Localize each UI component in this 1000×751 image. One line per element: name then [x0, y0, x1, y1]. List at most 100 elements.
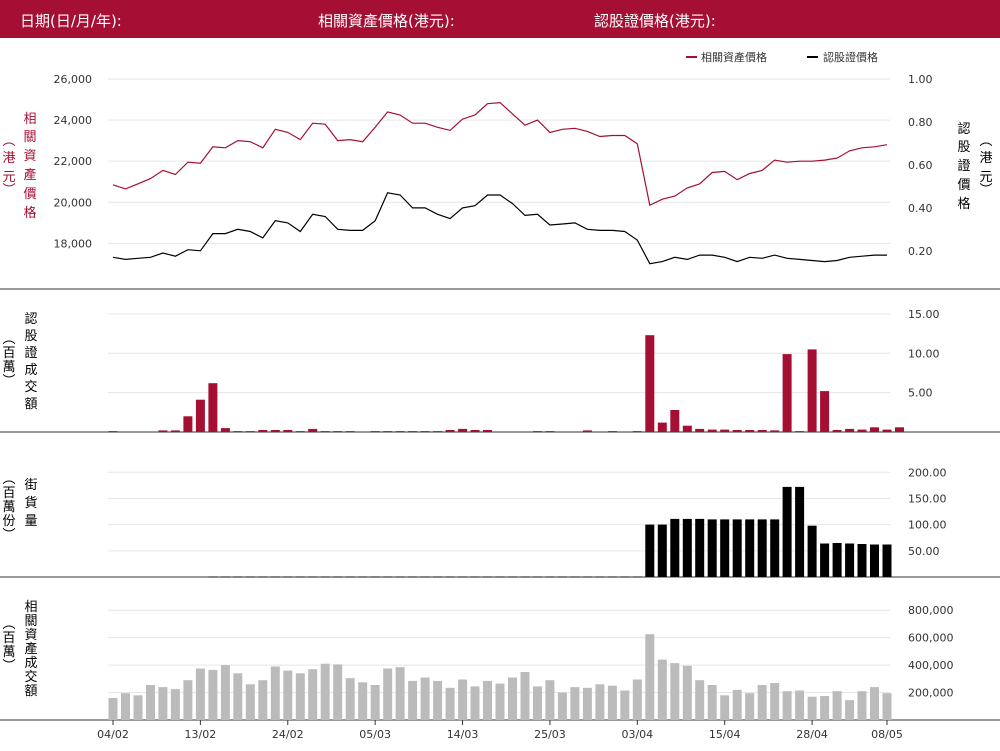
legend-label-underlying: 相關資產價格: [701, 50, 767, 64]
underlying-turnover-bar: [370, 685, 380, 720]
warrant-turnover-bar: [458, 428, 468, 432]
warrant-turnover-axis-title-char: 百: [2, 346, 15, 361]
warrant-turnover-bar: [195, 399, 205, 432]
underlying-price-line: [112, 101, 888, 207]
warrant-turnover-axis-title-char: 認: [24, 311, 37, 327]
outstanding-bar: [620, 576, 630, 578]
underlying-turnover-tick-label: 600,000: [908, 632, 954, 645]
underlying-turnover-bar: [845, 700, 855, 720]
outstanding-bar: [345, 576, 355, 578]
warrant-turnover-bar: [320, 431, 330, 432]
legend-label-warrant: 認股證價格: [823, 50, 878, 64]
warrant-turnover-tick-label: 10.00: [908, 347, 940, 360]
underlying-turnover-bar: [770, 683, 780, 720]
underlying-turnover-bar: [582, 687, 592, 720]
y-right-axis-title-char: ︶: [979, 183, 992, 198]
y-right-tick-label: 0.20: [908, 245, 933, 258]
warrant-turnover-axis-title-char: 額: [24, 397, 37, 412]
underlying-turnover-bar: [395, 667, 405, 720]
warrant-turnover-bar: [183, 416, 193, 432]
underlying-turnover-bar: [795, 690, 805, 720]
date-label: 日期(日/月/年):: [20, 12, 122, 30]
warrant-turnover-bar: [295, 431, 305, 432]
warrant-turnover-bar: [245, 431, 255, 432]
warrant-turnover-axis-title-char: 證: [24, 345, 37, 361]
underlying-turnover-bar: [320, 663, 330, 720]
warrant-turnover-bar: [483, 430, 492, 432]
warrant-turnover-bar: [720, 429, 730, 432]
warrant-turnover-bar: [108, 431, 118, 432]
x-tick-label: 25/03: [534, 728, 566, 741]
header-bar: 日期(日/月/年): 相關資產價格(港元): 認股證價格(港元):: [0, 0, 1000, 38]
underlying-turnover-bar: [645, 634, 655, 720]
outstanding-bar: [807, 525, 817, 577]
underlying-price-label: 相關資產價格(港元):: [318, 12, 455, 30]
outstanding-bar: [570, 576, 580, 578]
y-left-tick-label: 22,000: [54, 155, 93, 168]
underlying-turnover-bar: [408, 680, 418, 720]
warrant-turnover-axis-title-char: ︶: [2, 374, 15, 389]
warrant-turnover-bar: [857, 429, 867, 432]
underlying-turnover-bar: [208, 669, 218, 720]
warrant-price-line: [112, 192, 887, 265]
y-right-tick-label: 0.60: [908, 159, 933, 172]
outstanding-bar: [820, 543, 830, 577]
outstanding-bar: [595, 576, 605, 578]
outstanding-axis-title-char: 街: [24, 478, 37, 493]
y-right-tick-label: 0.80: [908, 116, 933, 129]
outstanding-bar: [220, 576, 230, 578]
warrant-turnover-bar: [895, 427, 904, 432]
warrant-turnover-bar: [433, 431, 443, 432]
underlying-turnover-bar: [807, 696, 817, 720]
underlying-turnover-bar: [345, 678, 355, 720]
underlying-turnover-axis-title-char: ︵: [2, 617, 15, 632]
y-left-axis-title-char: ︶: [2, 183, 15, 198]
x-tick-label: 03/04: [621, 728, 653, 741]
warrant-turnover-bar: [607, 431, 617, 432]
underlying-turnover-bar: [870, 687, 879, 720]
outstanding-bar: [670, 518, 680, 577]
underlying-turnover-bar: [720, 695, 730, 720]
y-left-axis-title-char: ︵: [2, 134, 15, 149]
underlying-turnover-bar: [757, 685, 767, 720]
warrant-turnover-bar: [795, 431, 805, 432]
y-right-axis-title-char: 認: [957, 121, 970, 137]
underlying-turnover-bar: [882, 693, 892, 720]
outstanding-bar: [857, 544, 867, 577]
warrant-turnover-bar: [670, 410, 680, 432]
y-right-axis-title-char: 元: [979, 170, 992, 185]
outstanding-bar: [208, 576, 218, 578]
outstanding-bar: [545, 576, 555, 578]
underlying-turnover-bar: [258, 680, 268, 720]
underlying-turnover-bar: [333, 664, 343, 720]
warrant-turnover-bar: [707, 429, 717, 432]
underlying-turnover-bar: [545, 680, 555, 720]
underlying-turnover-bar: [283, 670, 293, 720]
outstanding-bar: [420, 576, 430, 578]
outstanding-bar: [657, 524, 667, 577]
underlying-turnover-bar: [732, 689, 742, 720]
underlying-turnover-bar: [433, 680, 443, 720]
warrant-turnover-bar: [170, 430, 180, 432]
underlying-turnover-bar: [158, 687, 168, 720]
warrant-turnover-axis-title-char: 成: [24, 363, 37, 378]
outstanding-bar: [707, 519, 717, 577]
y-right-tick-label: 1.00: [908, 73, 933, 86]
outstanding-axis-title-char: 百: [2, 486, 15, 501]
underlying-turnover-bar: [270, 666, 280, 720]
outstanding-bar: [720, 519, 730, 577]
underlying-turnover-bar: [695, 680, 705, 720]
underlying-turnover-bar: [670, 663, 680, 720]
x-tick-label: 24/02: [272, 728, 304, 741]
underlying-turnover-bar: [458, 679, 468, 720]
outstanding-bar: [458, 576, 468, 578]
warrant-turnover-bar: [782, 354, 792, 432]
outstanding-bar: [383, 576, 393, 578]
warrant-turnover-axis-title-char: ︵: [2, 332, 15, 347]
warrant-turnover-bar: [408, 431, 418, 432]
outstanding-axis-title-char: 份: [2, 514, 15, 529]
underlying-turnover-bar: [857, 691, 867, 720]
outstanding-bar: [495, 576, 505, 578]
outstanding-bar: [770, 519, 780, 577]
warrant-turnover-bar: [233, 431, 243, 432]
